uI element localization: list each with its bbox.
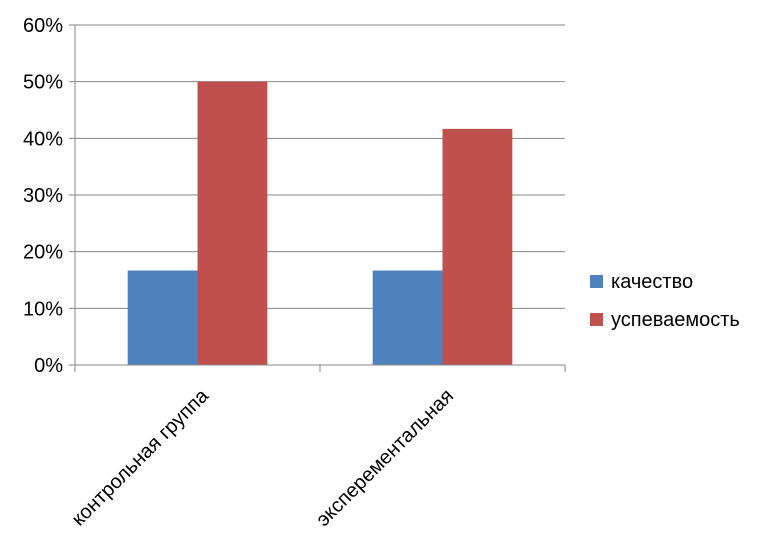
bars [127, 81, 513, 366]
y-axis-tick-labels: 0% 10% 20% 30% 40% 50% 60% [23, 15, 63, 377]
x-category-label: контрольная группа [68, 384, 214, 530]
bar-uspevaemost [197, 81, 268, 366]
legend-label: качество [611, 271, 693, 293]
x-category-label: эксперементальная [312, 385, 458, 531]
legend-label: успеваемость [611, 309, 740, 331]
legend-swatch [590, 313, 603, 326]
y-tick-label: 40% [23, 128, 63, 150]
y-tick-label: 10% [23, 298, 63, 320]
axes [74, 25, 566, 372]
legend: качество успеваемость [590, 271, 740, 331]
y-tick-label: 0% [34, 355, 63, 377]
bar-kachestvo [127, 270, 198, 365]
legend-swatch [590, 275, 603, 288]
y-tick-label: 60% [23, 15, 63, 37]
y-tick-label: 20% [23, 242, 63, 264]
x-axis-tick-labels: контрольная группа эксперементальная [68, 384, 458, 531]
bar-kachestvo [372, 270, 443, 365]
y-tick-label: 30% [23, 185, 63, 207]
y-tick-label: 50% [23, 72, 63, 94]
bar-uspevaemost [442, 128, 513, 365]
